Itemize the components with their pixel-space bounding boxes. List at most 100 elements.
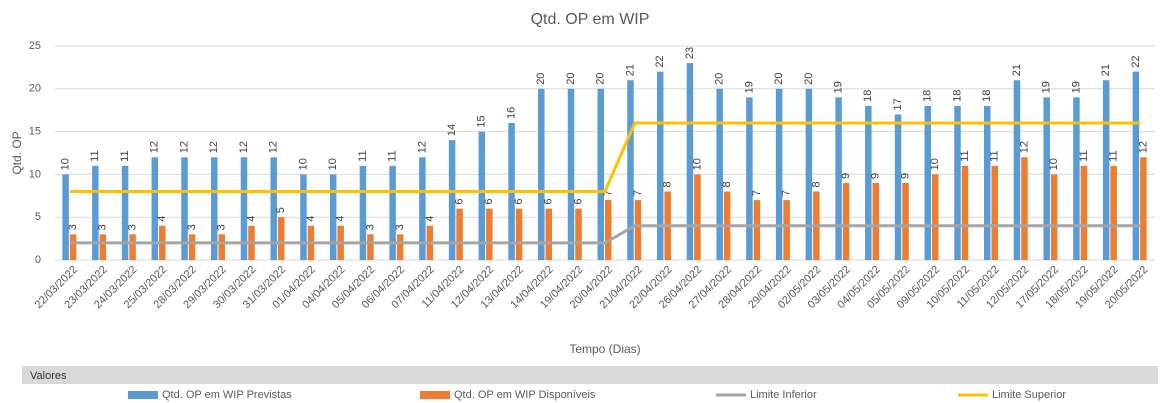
bar — [605, 200, 612, 260]
bar — [277, 217, 285, 260]
bar — [1050, 174, 1058, 260]
data-label: 12 — [238, 141, 250, 153]
bar — [456, 208, 463, 260]
data-label: 12 — [178, 141, 190, 153]
data-label: 20 — [803, 73, 815, 85]
bar — [932, 174, 939, 260]
y-tick-label: 15 — [29, 126, 41, 138]
field-label[interactable]: Valores — [30, 370, 67, 382]
bar — [270, 157, 277, 260]
bar — [656, 71, 664, 261]
bar — [716, 88, 723, 260]
data-label: 11 — [89, 150, 101, 161]
data-label: 19 — [1041, 81, 1053, 93]
legend-label: Qtd. OP em WIP Previstas — [162, 389, 292, 401]
bar — [924, 105, 932, 260]
bar — [396, 234, 404, 260]
bar — [486, 208, 493, 260]
data-label: 4 — [305, 216, 317, 222]
data-label: 20 — [714, 73, 726, 85]
y-tick-label: 20 — [29, 83, 41, 95]
data-label: 9 — [899, 173, 911, 179]
bar — [961, 165, 969, 260]
data-label: 17 — [892, 98, 904, 110]
bar — [367, 234, 374, 260]
bar — [753, 200, 761, 260]
data-label: 11 — [989, 150, 1001, 161]
legend-swatch — [420, 391, 450, 399]
data-label: 3 — [126, 224, 138, 230]
bar — [188, 234, 196, 260]
data-label: 21 — [1100, 64, 1112, 76]
bar — [419, 157, 426, 260]
legend-label: Limite Inferior — [750, 389, 817, 401]
bar — [129, 234, 136, 260]
bar — [538, 88, 545, 260]
bar — [92, 165, 99, 260]
data-label: 12 — [149, 141, 161, 153]
data-label: 11 — [387, 150, 399, 161]
data-label: 22 — [1130, 55, 1142, 67]
bar — [746, 97, 753, 260]
y-tick-label: 25 — [29, 40, 41, 52]
bar — [300, 174, 307, 260]
data-label: 11 — [1078, 150, 1090, 161]
data-label: 20 — [595, 73, 607, 85]
bar — [151, 157, 159, 260]
bar — [1132, 71, 1140, 261]
bar — [627, 80, 634, 261]
bar — [515, 208, 523, 260]
data-label: 10 — [691, 158, 703, 170]
bar — [329, 174, 337, 260]
data-label: 18 — [981, 90, 993, 102]
data-label: 11 — [357, 150, 369, 161]
data-label: 9 — [870, 173, 882, 179]
data-label: 10 — [327, 158, 339, 170]
bar — [1013, 80, 1021, 261]
bar — [240, 157, 248, 260]
bar — [575, 208, 582, 260]
bar — [805, 88, 813, 260]
data-label: 7 — [632, 190, 644, 196]
bar — [694, 174, 701, 260]
bar — [686, 63, 694, 261]
data-label: 18 — [922, 90, 934, 102]
data-label: 6 — [454, 199, 466, 205]
data-label: 8 — [662, 181, 674, 187]
data-label: 8 — [810, 181, 822, 187]
data-label: 18 — [862, 90, 874, 102]
bar — [902, 182, 909, 260]
data-label: 5 — [275, 207, 287, 213]
data-label: 10 — [60, 158, 72, 170]
bar — [478, 131, 486, 260]
bar — [121, 165, 129, 260]
data-label: 3 — [186, 224, 198, 230]
data-label: 20 — [565, 73, 577, 85]
chart-title: Qtd. OP em WIP — [531, 11, 650, 28]
data-label: 6 — [483, 199, 495, 205]
bar — [389, 165, 396, 260]
bar — [1080, 165, 1088, 260]
data-label: 18 — [951, 90, 963, 102]
bar — [872, 182, 880, 260]
data-label: 15 — [476, 115, 488, 127]
data-label: 20 — [535, 73, 547, 85]
bar — [865, 105, 872, 260]
data-label: 4 — [335, 216, 347, 222]
bar — [62, 174, 69, 260]
field-bar — [22, 366, 1158, 384]
data-label: 4 — [245, 216, 257, 222]
data-label: 12 — [1137, 141, 1149, 153]
data-label: 7 — [781, 190, 793, 196]
data-label: 20 — [773, 73, 785, 85]
data-label: 23 — [684, 47, 696, 59]
data-label: 7 — [751, 190, 763, 196]
data-label: 19 — [1070, 81, 1082, 93]
data-label: 6 — [572, 199, 584, 205]
data-label: 12 — [416, 141, 428, 153]
bar — [842, 182, 850, 260]
data-label: 3 — [394, 224, 406, 230]
bar — [991, 165, 998, 260]
data-label: 3 — [67, 224, 79, 230]
